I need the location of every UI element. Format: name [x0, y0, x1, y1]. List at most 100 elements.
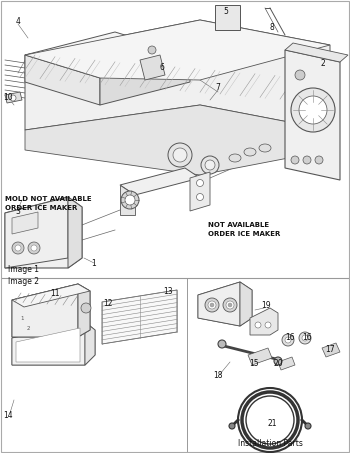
Polygon shape	[215, 5, 240, 30]
Circle shape	[229, 423, 235, 429]
Circle shape	[315, 156, 323, 164]
Polygon shape	[12, 322, 95, 365]
Circle shape	[81, 303, 91, 313]
Polygon shape	[85, 322, 95, 365]
Text: 16: 16	[285, 333, 295, 342]
Polygon shape	[250, 308, 278, 335]
Circle shape	[125, 195, 135, 205]
Text: 4: 4	[15, 18, 20, 26]
Circle shape	[208, 301, 216, 309]
Circle shape	[255, 322, 261, 328]
Polygon shape	[240, 282, 252, 326]
Polygon shape	[68, 197, 82, 268]
Polygon shape	[198, 282, 252, 326]
Circle shape	[201, 156, 219, 174]
Circle shape	[305, 423, 311, 429]
Circle shape	[274, 357, 282, 365]
Text: NOT AVAILABLE: NOT AVAILABLE	[208, 222, 269, 228]
Circle shape	[282, 334, 294, 346]
Polygon shape	[198, 282, 240, 326]
Circle shape	[265, 322, 271, 328]
Circle shape	[303, 156, 311, 164]
Text: ORDER ICE MAKER: ORDER ICE MAKER	[208, 231, 280, 237]
Text: 2: 2	[321, 58, 326, 67]
Circle shape	[223, 298, 237, 312]
Text: 16: 16	[302, 333, 312, 342]
Polygon shape	[5, 197, 82, 268]
Polygon shape	[120, 185, 135, 215]
Circle shape	[15, 245, 21, 251]
Circle shape	[291, 156, 299, 164]
Polygon shape	[285, 50, 340, 180]
Circle shape	[196, 193, 203, 201]
Polygon shape	[100, 55, 190, 105]
Circle shape	[28, 242, 40, 254]
Text: 13: 13	[163, 288, 173, 297]
Text: 20: 20	[273, 358, 283, 367]
Circle shape	[173, 148, 187, 162]
Text: Installation Parts: Installation Parts	[238, 439, 302, 448]
Text: ORDER ICE MAKER: ORDER ICE MAKER	[5, 205, 77, 211]
Circle shape	[291, 88, 335, 132]
Polygon shape	[78, 284, 90, 337]
Text: Image 2: Image 2	[8, 276, 39, 285]
Polygon shape	[285, 43, 348, 62]
Text: 15: 15	[249, 358, 259, 367]
Text: 12: 12	[103, 299, 113, 308]
Polygon shape	[322, 343, 340, 357]
Circle shape	[121, 191, 139, 209]
Circle shape	[168, 143, 192, 167]
Polygon shape	[25, 32, 190, 78]
Polygon shape	[12, 212, 38, 234]
Text: 18: 18	[213, 371, 223, 381]
Text: 6: 6	[160, 63, 164, 72]
Polygon shape	[248, 348, 272, 365]
Circle shape	[205, 160, 215, 170]
Circle shape	[12, 242, 24, 254]
Polygon shape	[5, 92, 22, 103]
Circle shape	[285, 337, 291, 343]
Circle shape	[218, 340, 226, 348]
Circle shape	[226, 301, 234, 309]
Ellipse shape	[259, 144, 271, 152]
Text: 7: 7	[216, 83, 220, 92]
Circle shape	[302, 335, 308, 341]
Text: 10: 10	[3, 93, 13, 102]
Circle shape	[299, 96, 327, 124]
Circle shape	[228, 303, 232, 307]
Polygon shape	[25, 105, 330, 175]
Text: 1: 1	[92, 260, 96, 269]
Text: 14: 14	[3, 410, 13, 419]
Polygon shape	[16, 328, 80, 362]
Text: 19: 19	[261, 302, 271, 310]
Text: 5: 5	[224, 8, 229, 16]
Polygon shape	[120, 168, 200, 195]
Polygon shape	[12, 284, 90, 307]
Circle shape	[299, 332, 311, 344]
Circle shape	[295, 70, 305, 80]
Ellipse shape	[229, 154, 241, 162]
Circle shape	[196, 179, 203, 187]
Text: 1: 1	[20, 315, 24, 321]
Polygon shape	[12, 284, 90, 337]
Text: 17: 17	[325, 346, 335, 355]
Text: 11: 11	[50, 289, 60, 299]
Circle shape	[31, 245, 37, 251]
Polygon shape	[278, 357, 295, 370]
Text: 3: 3	[15, 207, 20, 216]
Text: Image 1: Image 1	[8, 265, 39, 275]
Text: 8: 8	[270, 24, 274, 33]
Polygon shape	[12, 322, 85, 365]
Polygon shape	[25, 55, 100, 105]
Circle shape	[210, 303, 214, 307]
Ellipse shape	[244, 148, 256, 156]
Polygon shape	[140, 55, 165, 80]
Text: MOLD NOT AVAILABLE: MOLD NOT AVAILABLE	[5, 196, 92, 202]
Polygon shape	[190, 172, 210, 211]
Polygon shape	[25, 20, 330, 80]
Polygon shape	[5, 197, 68, 268]
Polygon shape	[25, 20, 330, 130]
Polygon shape	[12, 284, 78, 337]
Circle shape	[10, 95, 16, 101]
Text: 21: 21	[267, 419, 277, 428]
